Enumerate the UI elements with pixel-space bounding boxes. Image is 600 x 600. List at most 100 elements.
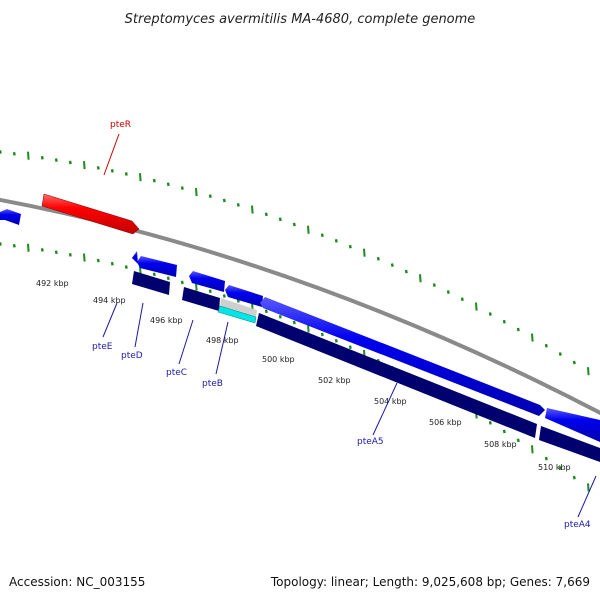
genome-backbone (0, 196, 600, 417)
tick-mark (544, 343, 548, 348)
tick-mark (516, 438, 520, 443)
tick-mark (307, 324, 310, 333)
gene-label-pteA4[interactable]: pteA4 (564, 520, 591, 530)
tick-mark (110, 261, 114, 266)
tick-mark (27, 243, 30, 252)
gene-label-pteA5[interactable]: pteA5 (357, 437, 384, 447)
cds-pteA4[interactable] (539, 426, 600, 462)
tick-mark (334, 338, 338, 343)
gene-small-marker[interactable] (132, 251, 138, 264)
tick-mark (208, 289, 212, 294)
leader-pteB (215, 321, 229, 375)
tick-mark (419, 274, 422, 283)
gene-label-pteE[interactable]: pteE (92, 342, 113, 352)
tick-mark (531, 333, 534, 342)
scale-label-506: 506 kbp (429, 418, 462, 427)
tick-mark (96, 166, 100, 170)
cds-pteB-gray[interactable] (220, 298, 257, 317)
tick-mark (0, 242, 2, 246)
gene-pteA4[interactable] (545, 408, 600, 442)
scale-label-496: 496 kbp (150, 316, 183, 325)
scale-label-508: 508 kbp (484, 440, 517, 449)
tick-mark (152, 272, 156, 277)
genome-backbone-line (0, 197, 600, 416)
tick-mark (363, 248, 366, 257)
accession-text: Accession: NC_003155 (9, 575, 145, 589)
tick-mark (404, 269, 408, 274)
tick-mark (0, 150, 2, 154)
tick-mark (236, 203, 240, 207)
tick-mark (502, 319, 506, 324)
tick-mark (83, 253, 86, 262)
scale-label-498: 498 kbp (206, 336, 239, 345)
tick-mark (264, 212, 268, 217)
tick-mark (96, 258, 100, 263)
gene-label-pteD[interactable]: pteD (121, 351, 143, 361)
tick-mark (446, 290, 450, 294)
tick-mark (516, 327, 520, 332)
leader-pteR (103, 133, 120, 176)
tick-mark (180, 186, 184, 190)
leader-pteA5 (372, 382, 398, 436)
cds-pteD[interactable] (182, 287, 220, 311)
tick-mark (348, 345, 352, 350)
tick-mark (180, 280, 184, 285)
tick-mark (124, 265, 128, 269)
tick-mark (572, 360, 576, 365)
gene-left-edge[interactable] (0, 209, 21, 225)
tick-mark (68, 160, 72, 165)
tick-mark (558, 352, 562, 356)
map-title: Streptomyces avermitilis MA-4680, comple… (125, 12, 476, 27)
tick-mark (110, 169, 114, 173)
tick-mark (320, 332, 324, 337)
tick-mark (40, 155, 44, 160)
scale-label-500: 500 kbp (262, 355, 295, 364)
leader-pteE (102, 302, 118, 338)
leader-pteD (134, 302, 144, 348)
tick-mark (432, 283, 436, 287)
tick-mark (587, 483, 590, 492)
scale-label-504: 504 kbp (374, 397, 407, 406)
tick-mark (12, 243, 16, 248)
gene-pteE[interactable] (137, 256, 177, 277)
tick-mark (334, 239, 338, 243)
tick-mark (307, 225, 310, 234)
tick-mark (278, 217, 282, 222)
tick-mark (222, 294, 226, 298)
tick-mark (251, 205, 254, 214)
cds-pteA5[interactable] (256, 313, 537, 438)
tick-mark (278, 314, 282, 319)
tick-mark (488, 421, 492, 425)
tick-mark (68, 253, 72, 257)
scale-label-510: 510 kbp (538, 463, 571, 472)
tick-mark (166, 276, 170, 281)
tick-mark (40, 248, 44, 252)
tick-mark (376, 256, 380, 261)
gene-label-pteC[interactable]: pteC (166, 368, 187, 378)
gene-pteR[interactable] (41, 193, 140, 235)
tick-mark (558, 466, 562, 470)
tick-mark (502, 429, 506, 434)
cds-pteB[interactable] (217, 305, 257, 324)
gene-pteD[interactable] (189, 271, 225, 292)
cds-pteE[interactable] (132, 271, 170, 295)
tick-mark (587, 367, 590, 376)
gene-pteC[interactable] (225, 285, 263, 307)
tick-mark (222, 198, 226, 203)
tick-mark (54, 250, 58, 255)
tick-mark (348, 244, 352, 249)
tick-mark (544, 456, 548, 461)
tick-mark (531, 445, 534, 454)
tick-mark (460, 297, 464, 302)
scale-label-502: 502 kbp (318, 376, 351, 385)
gene-label-pteR[interactable]: pteR (110, 120, 131, 130)
tick-mark (27, 151, 30, 160)
tick-mark (208, 194, 212, 198)
gene-label-pteB[interactable]: pteB (202, 379, 223, 389)
topology-text: Topology: linear; Length: 9,025,608 bp; … (270, 575, 590, 589)
leader-pteA4 (577, 475, 597, 518)
tick-mark (292, 320, 296, 325)
gene-pteA5[interactable] (260, 297, 545, 416)
tick-mark (139, 173, 142, 182)
